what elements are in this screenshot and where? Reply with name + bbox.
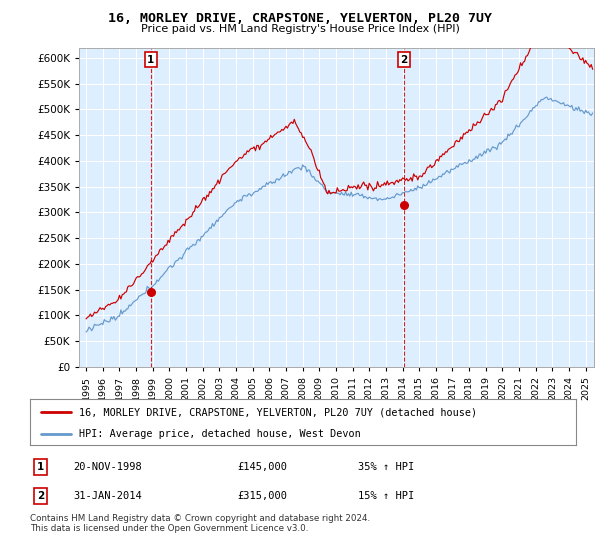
Text: 2: 2 — [400, 55, 407, 64]
Text: £145,000: £145,000 — [238, 461, 287, 472]
Text: 16, MORLEY DRIVE, CRAPSTONE, YELVERTON, PL20 7UY: 16, MORLEY DRIVE, CRAPSTONE, YELVERTON, … — [108, 12, 492, 25]
Text: Price paid vs. HM Land Registry's House Price Index (HPI): Price paid vs. HM Land Registry's House … — [140, 24, 460, 34]
Text: 1: 1 — [147, 55, 154, 64]
Text: 35% ↑ HPI: 35% ↑ HPI — [358, 461, 414, 472]
Text: £315,000: £315,000 — [238, 491, 287, 501]
Text: 15% ↑ HPI: 15% ↑ HPI — [358, 491, 414, 501]
Text: 31-JAN-2014: 31-JAN-2014 — [74, 491, 142, 501]
Text: 1: 1 — [37, 461, 44, 472]
Text: Contains HM Land Registry data © Crown copyright and database right 2024.
This d: Contains HM Land Registry data © Crown c… — [30, 514, 370, 534]
Text: 20-NOV-1998: 20-NOV-1998 — [74, 461, 142, 472]
Text: 2: 2 — [37, 491, 44, 501]
Text: HPI: Average price, detached house, West Devon: HPI: Average price, detached house, West… — [79, 429, 361, 438]
Text: 16, MORLEY DRIVE, CRAPSTONE, YELVERTON, PL20 7UY (detached house): 16, MORLEY DRIVE, CRAPSTONE, YELVERTON, … — [79, 407, 477, 417]
